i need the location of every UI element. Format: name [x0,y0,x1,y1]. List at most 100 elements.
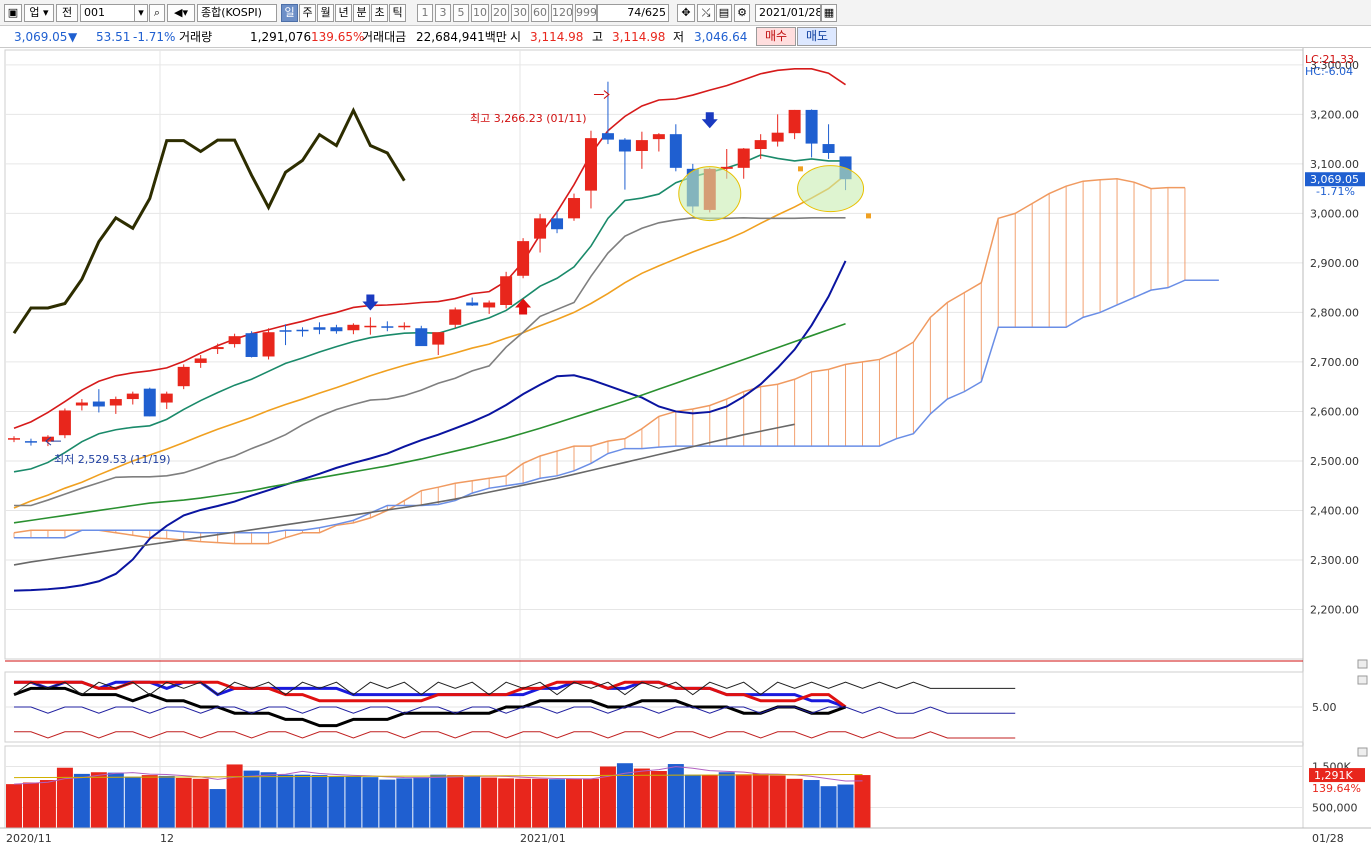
cloud-span-a [13,177,1185,545]
vol-bar-6 [107,772,124,828]
candle-body-11 [194,358,207,363]
count-field[interactable]: 74/625 [597,4,669,22]
candle-body-6 [109,399,122,406]
y-tick-0: 2,200.00 [1310,603,1359,616]
gear-icon[interactable]: ⚙ [734,4,750,22]
low-label: 저 [673,30,685,44]
vol-bar-45 [769,775,786,828]
vol-bar-13 [226,764,243,828]
speaker-icon[interactable]: ◀▾ [167,4,195,22]
candle-body-22 [381,326,394,328]
candle-body-24 [415,328,428,347]
period-tab-5[interactable]: 초 [371,4,388,22]
vol-bar-22 [379,779,396,828]
ichimoku-cloud [13,177,1219,545]
vol-bar-26 [447,775,464,828]
interval-button-2[interactable]: 5 [453,4,469,22]
save-icon[interactable]: ▤ [716,4,732,22]
osc-line-3 [13,681,1016,696]
date-axis: 2020/11 12 2021/01 01/28 [0,659,1371,845]
trend-tool-icon[interactable]: ⤯ [697,4,715,22]
period-tab-3[interactable]: 년 [335,4,352,22]
vol-bar-39 [667,764,684,828]
vol-bar-49 [837,784,854,828]
candle-body-9 [160,393,173,403]
candle-body-25 [432,332,445,345]
y-tick-1: 2,300.00 [1310,554,1359,567]
moving-averages [12,68,847,592]
vol-bar-24 [413,777,430,828]
interval-button-1[interactable]: 3 [435,4,451,22]
candle-body-29 [500,276,513,305]
y-tick-6: 2,800.00 [1310,306,1359,319]
crosshair-icon[interactable]: ✥ [677,4,695,22]
x-tick-1: 12 [160,832,174,845]
interval-button-7[interactable]: 120 [551,4,573,22]
candle-body-44 [754,140,767,150]
interval-button-8[interactable]: 999 [575,4,597,22]
open-value: 3,114.98 [530,30,584,44]
search-icon[interactable]: ⌕ [149,4,165,22]
interval-button-4[interactable]: 20 [491,4,509,22]
vol-bar-35 [599,766,616,828]
vol-bar-18 [311,775,328,828]
period-tab-1[interactable]: 주 [299,4,316,22]
total-value: /625 [641,6,666,19]
candle-body-12 [211,347,224,350]
candle-body-20 [347,324,360,331]
date-input[interactable]: 2021/01/28 [755,4,821,22]
interval-button-3[interactable]: 10 [471,4,489,22]
vol-bar-40 [684,774,701,828]
candle-body-1 [24,441,37,443]
vol-bar-0 [6,784,22,828]
period-tab-6[interactable]: 틱 [389,4,406,22]
interval-button-0[interactable]: 1 [417,4,433,22]
period-tab-0[interactable]: 일 [281,4,298,22]
interval-button-5[interactable]: 30 [511,4,529,22]
candle-body-8 [143,388,156,417]
volume: 1,291,076 [250,30,312,44]
ma-line-7 [13,423,795,566]
period-tab-4[interactable]: 분 [353,4,370,22]
vol-bar-17 [294,774,311,828]
vol-bar-32 [549,779,566,828]
candle-body-38 [652,134,665,140]
calendar-icon[interactable]: ▦ [821,4,837,22]
volume-label: 거래량 [179,30,213,44]
candle-body-28 [483,302,496,308]
index-name[interactable]: 종합(KOSPI) [197,4,277,22]
y-tick-4: 2,600.00 [1310,405,1359,418]
candle-body-18 [313,327,326,330]
sell-button[interactable]: 매도 [797,27,837,46]
y-tick-3: 2,500.00 [1310,455,1359,468]
vol-bar-5 [90,772,107,828]
vol-bar-1 [22,782,39,828]
vol-current-box [1309,768,1365,783]
vol-bar-8 [141,775,158,828]
period-tab-2[interactable]: 월 [317,4,334,22]
vol-bar-11 [192,778,209,828]
vol-bar-14 [243,770,260,828]
window-icon[interactable]: ▣ [4,4,22,22]
prev-button[interactable]: 전 [56,4,78,22]
price: 3,069.05 [14,30,68,44]
y-tick-10: 3,200.00 [1310,108,1359,121]
market-select[interactable]: 업 ▾ [24,4,54,22]
code-dropdown-icon[interactable]: ▾ [134,4,148,22]
toolbar: ▣ 업 ▾ 전 001 ▾ ⌕ ◀▾ 종합(KOSPI) 74/625 ✥ ⤯ … [0,0,1371,26]
code-input[interactable]: 001 [80,4,146,22]
candle-body-7 [126,393,139,400]
buy-button[interactable]: 매수 [756,27,796,46]
vol-bar-48 [820,786,837,828]
current-price-box [1305,172,1365,187]
vol-bar-12 [209,789,226,828]
vol-bar-47 [803,780,820,828]
vol-bar-20 [345,776,362,828]
vol-bar-36 [616,763,633,828]
interval-button-6[interactable]: 60 [531,4,549,22]
candle-body-13 [228,336,241,345]
vol-bar-16 [277,774,294,828]
ma-line-1 [13,68,846,430]
y-tick-9: 3,100.00 [1310,158,1359,171]
